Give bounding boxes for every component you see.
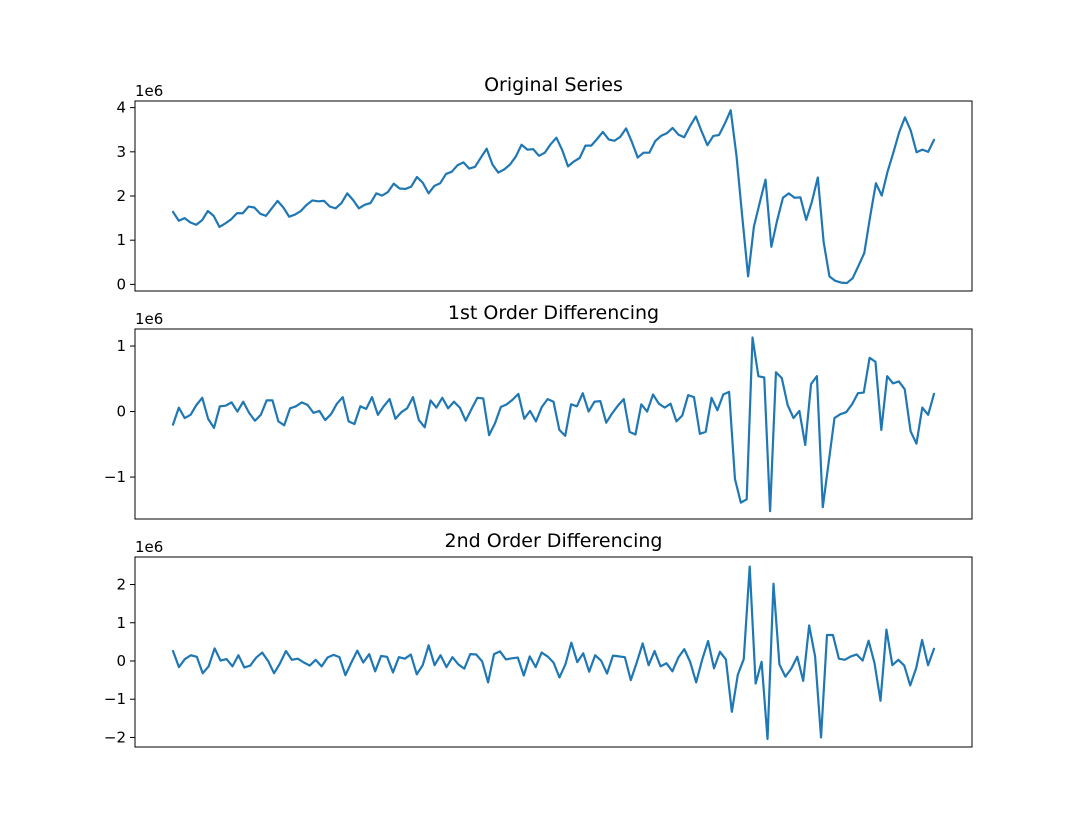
- first-order-differencing-axes-frame: [134, 328, 973, 520]
- original-series-ytick-label: 2: [116, 187, 126, 205]
- second-order-differencing-ytick-label: 1: [116, 614, 126, 632]
- second-order-differencing-title: 2nd Order Differencing: [445, 530, 663, 552]
- second-order-differencing-line: [171, 565, 936, 741]
- original-series-axes-frame: [134, 100, 973, 292]
- original-series-ytick-label: 4: [116, 99, 126, 117]
- first-order-differencing-offset-label: 1e6: [135, 310, 163, 328]
- original-series-ytick-label: 1: [116, 231, 126, 249]
- first-order-differencing-ytick-label: −1: [104, 468, 126, 486]
- original-series-ytick-label: 3: [116, 143, 126, 161]
- original-series-offset-label: 1e6: [135, 82, 163, 100]
- original-series-ytick-label: 0: [116, 275, 126, 293]
- first-order-differencing-line: [171, 336, 936, 513]
- first-order-differencing-ytick-label: 1: [116, 337, 126, 355]
- second-order-differencing-offset-label: 1e6: [135, 538, 163, 556]
- original-series-panel: Original Series 1e6 0 1 2 3 4: [116, 74, 973, 293]
- second-order-differencing-panel: 2nd Order Differencing 1e6 −2 −1 0 1 2: [104, 530, 973, 748]
- second-order-differencing-axes-frame: [134, 556, 973, 748]
- first-order-differencing-panel: 1st Order Differencing 1e6 −1 0 1: [104, 302, 973, 520]
- first-order-differencing-ytick-label: 0: [116, 403, 126, 421]
- second-order-differencing-ytick-label: −1: [104, 690, 126, 708]
- second-order-differencing-ytick-label: −2: [104, 728, 126, 746]
- original-series-title: Original Series: [484, 74, 623, 96]
- second-order-differencing-ytick-label: 2: [116, 576, 126, 594]
- original-series-line: [171, 109, 936, 285]
- second-order-differencing-ytick-label: 0: [116, 652, 126, 670]
- first-order-differencing-title: 1st Order Differencing: [448, 302, 659, 324]
